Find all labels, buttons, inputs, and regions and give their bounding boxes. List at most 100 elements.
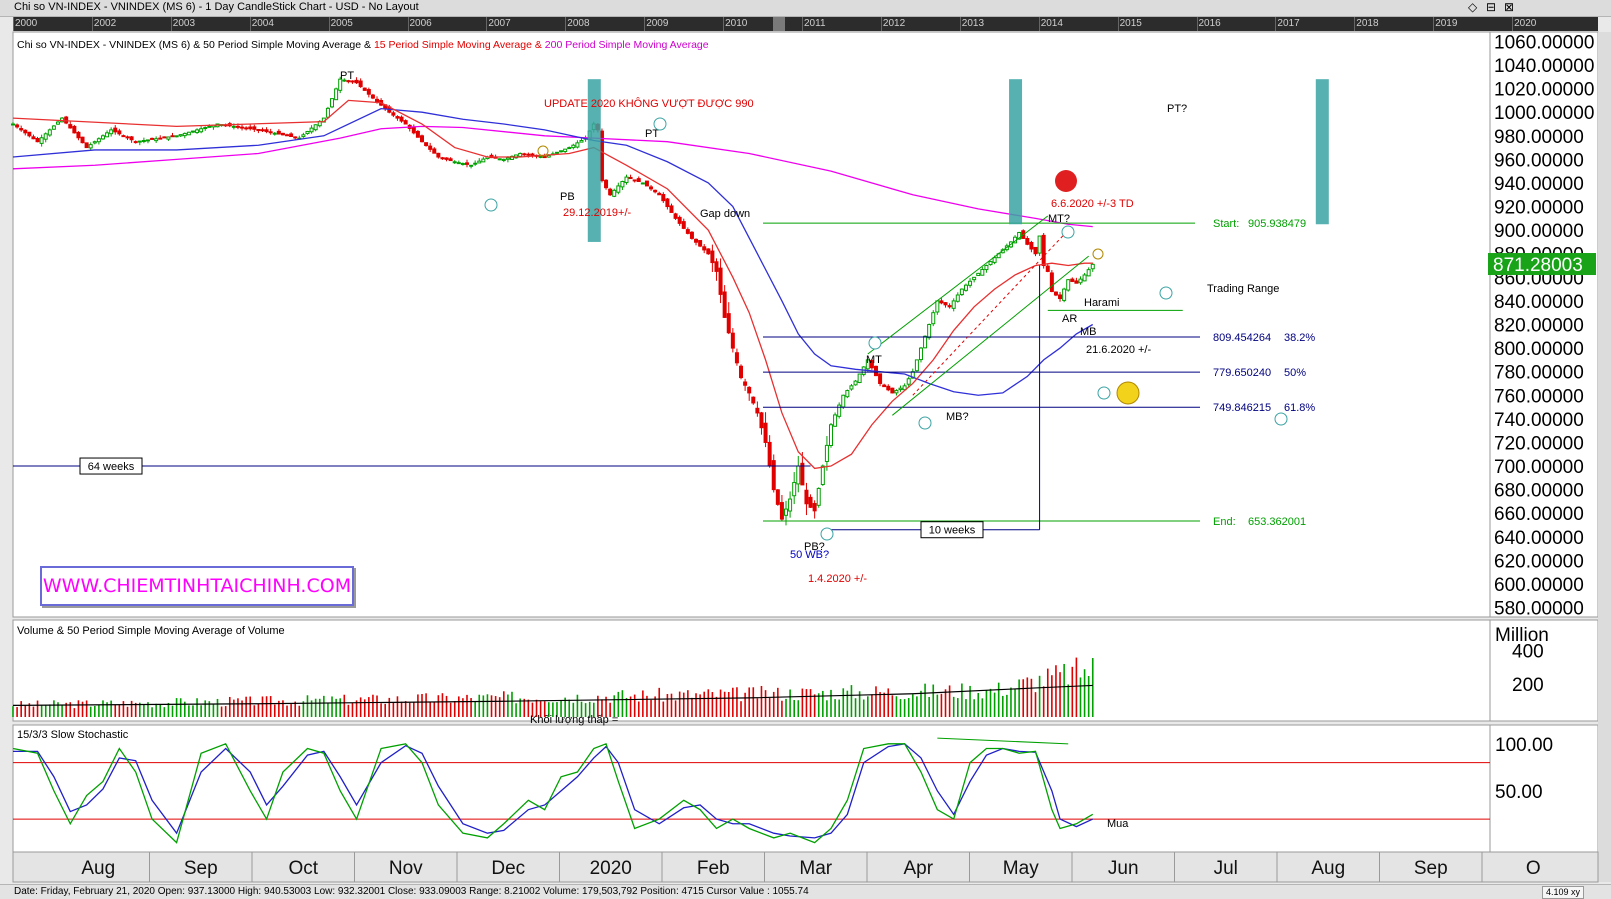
candle xyxy=(92,141,97,144)
candle xyxy=(751,396,756,404)
stochastic-tick-label: 50.00 xyxy=(1495,782,1543,803)
candle xyxy=(330,98,335,108)
candle xyxy=(972,276,977,281)
price-tick-label: 1020.00000 xyxy=(1494,80,1594,101)
candle xyxy=(955,294,960,302)
candle xyxy=(518,152,523,157)
candle xyxy=(714,261,719,272)
timeline-tick xyxy=(1196,17,1198,31)
timeline-navigator[interactable]: 2000 2002 2003 2004 2005 2006 2007 2008 2009 2010… xyxy=(13,17,1598,31)
candle xyxy=(334,88,339,101)
candle xyxy=(608,188,613,196)
candle xyxy=(698,240,703,247)
candle xyxy=(473,162,478,165)
close-icon[interactable]: ⊠ xyxy=(1504,0,1515,14)
sun-glyph-icon xyxy=(1092,248,1104,260)
stochastic-panel xyxy=(12,724,1491,853)
candle xyxy=(203,127,208,130)
candle xyxy=(763,422,768,443)
timeline-tick xyxy=(1275,17,1277,31)
candle xyxy=(68,124,73,129)
candle xyxy=(170,135,175,138)
candle xyxy=(804,489,809,505)
candle xyxy=(309,127,314,133)
candle xyxy=(141,140,146,143)
candle xyxy=(440,157,445,160)
sun-glyph-icon xyxy=(537,145,549,157)
candle xyxy=(39,137,44,144)
candle xyxy=(244,127,249,130)
wave-circle xyxy=(1061,225,1075,239)
candles xyxy=(11,76,1095,526)
candle xyxy=(109,129,114,135)
candle xyxy=(338,78,343,91)
chart-annotation: 21.6.2020 +/- xyxy=(1086,344,1151,356)
zoom-indicator[interactable]: 4.109 xy xyxy=(1542,886,1585,899)
candle xyxy=(166,136,171,140)
candle xyxy=(636,178,641,182)
candle xyxy=(878,373,883,384)
candle xyxy=(792,482,797,497)
price-tick-label: 620.00000 xyxy=(1494,551,1584,572)
candle xyxy=(342,79,347,82)
candle xyxy=(207,125,212,128)
candle xyxy=(362,87,367,91)
timeline-year: 2020 xyxy=(1514,18,1537,29)
candle xyxy=(350,80,355,83)
fib-level-name: End: xyxy=(1213,516,1236,528)
candle xyxy=(1074,280,1079,284)
timeline-year: 2005 xyxy=(330,18,353,29)
chart-annotation: 1.4.2020 +/- xyxy=(808,573,867,585)
candle xyxy=(784,508,789,516)
astro-marker-bar xyxy=(587,79,601,242)
candle xyxy=(420,135,424,143)
chart-annotation: PT? xyxy=(1167,103,1187,115)
candle xyxy=(640,182,645,185)
price-tick-label: 900.00000 xyxy=(1494,221,1584,242)
candle xyxy=(869,359,874,369)
wave-circle xyxy=(1159,286,1173,300)
candle xyxy=(767,441,772,467)
main-chart-title-part: 200 Period Simple Moving Average xyxy=(545,39,709,51)
timeline-year: 2017 xyxy=(1277,18,1300,29)
candle xyxy=(554,151,559,154)
candle xyxy=(681,221,686,229)
timeline-tick xyxy=(1433,17,1435,31)
month-label: Aug xyxy=(81,858,115,879)
candle xyxy=(669,205,674,213)
wave-circle xyxy=(868,336,882,350)
candle xyxy=(497,158,502,161)
main-chart-title-part: Chi so VN-INDEX - VNINDEX (MS 6) & 50 Pe… xyxy=(17,39,374,51)
candle xyxy=(865,359,870,370)
price-tick-label: 1040.00000 xyxy=(1494,56,1594,77)
candle xyxy=(571,144,576,149)
month-label: Sep xyxy=(184,858,218,879)
price-tick-label: 760.00000 xyxy=(1494,386,1584,407)
candle xyxy=(992,257,997,263)
chart-annotation: PT xyxy=(645,128,659,140)
candle xyxy=(150,137,155,140)
timeline-selection[interactable] xyxy=(773,17,785,31)
restore-icon[interactable]: ◇ xyxy=(1468,0,1478,14)
candle xyxy=(100,135,105,140)
candle xyxy=(55,121,60,125)
x-axis-band xyxy=(12,851,1599,883)
candle xyxy=(538,155,543,158)
candle xyxy=(403,120,408,125)
chart-annotation: PT xyxy=(340,70,354,82)
minimize-icon[interactable]: ⊟ xyxy=(1486,0,1497,14)
candle xyxy=(931,312,936,325)
candle xyxy=(620,180,625,188)
timeline-year: 2018 xyxy=(1356,18,1379,29)
candle xyxy=(959,288,964,296)
candle xyxy=(72,125,77,134)
timeline-tick xyxy=(1512,17,1514,31)
candle xyxy=(428,145,433,150)
candle xyxy=(673,213,678,219)
last-price-label: 871.28003 xyxy=(1493,255,1583,276)
sma15-line xyxy=(12,99,1093,470)
candle xyxy=(853,380,858,386)
candle xyxy=(199,128,204,133)
candle xyxy=(624,176,629,183)
